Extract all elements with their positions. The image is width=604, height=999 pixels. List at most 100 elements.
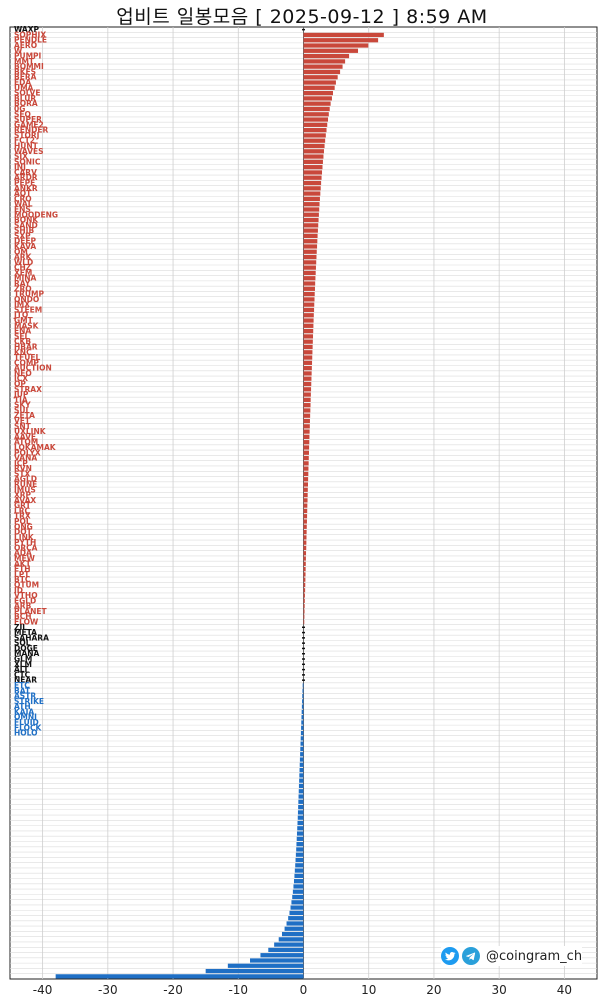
bar [303, 604, 305, 609]
bar-label: KNC [14, 348, 32, 357]
bar [303, 339, 313, 344]
bar [274, 942, 304, 947]
bar [303, 408, 311, 413]
bar-label: LRC [14, 506, 31, 515]
bar-label: AVAX [14, 496, 36, 505]
bar [288, 916, 304, 921]
bar [303, 101, 331, 106]
bar [290, 905, 304, 910]
bar [300, 730, 304, 736]
bar [303, 551, 307, 556]
bar-label: ID [14, 586, 23, 595]
bar [303, 524, 307, 529]
bar [303, 165, 323, 170]
bar [303, 482, 309, 487]
bar [303, 233, 318, 239]
bar [291, 900, 304, 905]
bar-label: JTO [13, 311, 28, 320]
bar-label: ASTR [14, 692, 36, 701]
bar [303, 545, 307, 551]
bar-label: ZETA [14, 411, 35, 420]
bar-label: SXP [14, 231, 31, 240]
bar [303, 328, 314, 334]
bar [301, 709, 304, 715]
bar-label: PYTH [14, 538, 36, 547]
bar [295, 857, 304, 863]
bar [303, 508, 308, 514]
bar-label: AGLD [14, 475, 37, 484]
bar-label: CHZ [14, 263, 32, 272]
bar [303, 598, 305, 603]
bar-label: CARV [14, 168, 37, 177]
bar-label: POLYX [14, 448, 41, 457]
bar-label: SONIC [14, 157, 41, 166]
bar [303, 424, 310, 429]
bar [296, 842, 304, 847]
twitter-icon [441, 947, 459, 965]
bar [301, 725, 304, 730]
x-axis: -40 -30 -20 -10 0 10 20 30 40 [33, 983, 572, 997]
bar [303, 313, 314, 318]
bar [303, 556, 306, 561]
bar [302, 699, 304, 704]
bar [303, 122, 328, 127]
bar [303, 397, 311, 402]
bar-label: ATH [14, 702, 31, 711]
bar-label: BKFS [14, 67, 36, 76]
bar-label: BONK [14, 216, 39, 225]
bar [303, 207, 320, 212]
bar [205, 968, 304, 974]
bar-label: ZRO [14, 284, 32, 293]
bar [303, 85, 335, 90]
bar-label: SUPER [14, 115, 42, 124]
bar-label: CRO [14, 194, 32, 203]
bar-label: PENDLE [14, 36, 47, 45]
bar-label: INJ [14, 163, 26, 172]
bar [299, 762, 304, 767]
bar-label: STRIKE [14, 697, 44, 706]
bar-label: MOODENG [14, 210, 58, 219]
bar-label: CTC [14, 670, 31, 679]
bar [303, 619, 305, 625]
bar-label: DOT [14, 528, 33, 537]
bar-label: ICP [14, 459, 28, 468]
bar [303, 392, 311, 397]
bar [303, 376, 312, 381]
bar-label: EGLD [14, 596, 36, 605]
bar-label: VET [14, 417, 31, 426]
bar [297, 826, 304, 831]
bar-label: EDA [14, 78, 31, 87]
bar [303, 403, 311, 408]
bar-label: BERA [14, 73, 37, 82]
bar-label: POL [14, 517, 31, 526]
bar [296, 831, 304, 836]
bar-label: HOLO [14, 729, 38, 738]
bar [300, 736, 304, 741]
bar-label: RENDER [14, 126, 49, 135]
x-tick-label: 20 [426, 983, 441, 997]
bar-label: ONDO [14, 295, 39, 304]
bar [303, 371, 312, 376]
bar-label: NEO [14, 369, 32, 378]
bar [303, 307, 315, 313]
bar [303, 270, 316, 276]
x-tick-label: 0 [300, 983, 308, 997]
bar [303, 249, 317, 254]
bar-label: XRP [14, 491, 32, 500]
bar-label: PLANET [14, 607, 47, 616]
bar-label: 0G [14, 104, 25, 113]
bar [303, 498, 308, 503]
bar [303, 529, 307, 535]
bar [302, 688, 304, 693]
bar-label: ARK [14, 253, 33, 262]
bar [302, 693, 304, 699]
bar [303, 519, 307, 524]
bar-label: SOL [14, 639, 31, 648]
bar [294, 868, 304, 873]
bar-label: TIA [14, 395, 28, 404]
bar [303, 593, 305, 598]
bar [301, 720, 304, 725]
bar [303, 75, 338, 80]
bar [303, 149, 324, 154]
bar-label: VTHO [14, 591, 38, 600]
